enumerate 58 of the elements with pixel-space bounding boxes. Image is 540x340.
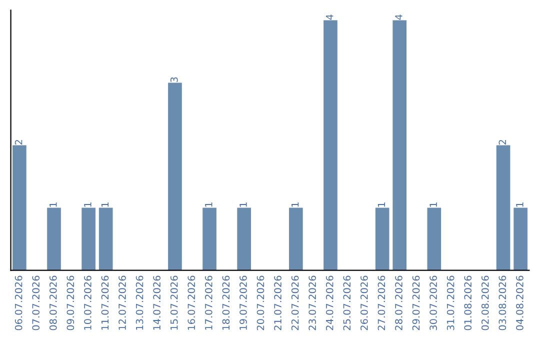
x-tick-label: 07.07.2026 [32, 276, 40, 330]
bar [47, 208, 61, 270]
data-label: 3 [170, 77, 178, 82]
data-label: 4 [395, 14, 402, 20]
x-tick-label: 24.07.2026 [326, 276, 334, 330]
bar [496, 145, 510, 270]
x-tick-label: 21.07.2026 [274, 276, 282, 330]
x-tick-label: 13.07.2026 [136, 276, 144, 330]
x-tick-label: 26.07.2026 [360, 276, 368, 330]
bar [427, 208, 442, 270]
data-label: 1 [292, 202, 299, 207]
x-tick-label: 09.07.2026 [66, 276, 74, 330]
x-tick-label: 31.07.2026 [446, 276, 454, 330]
x-tick-label: 28.07.2026 [395, 276, 402, 330]
x-tick-label: 17.07.2026 [204, 276, 212, 330]
data-label: 1 [240, 202, 247, 207]
x-tick-label: 27.07.2026 [378, 276, 386, 330]
data-label: 4 [326, 14, 334, 20]
x-tick-label: 14.07.2026 [153, 276, 160, 330]
x-tick-label: 03.08.2026 [498, 276, 506, 330]
x-tick-label: 23.07.2026 [308, 276, 316, 330]
x-tick-label: 20.07.2026 [256, 276, 264, 330]
data-label: 2 [14, 140, 22, 145]
bar [324, 20, 338, 270]
data-label: 1 [430, 202, 437, 207]
x-tick-label: 06.07.2026 [14, 276, 22, 330]
x-tick-label: 12.07.2026 [118, 276, 126, 330]
x-tick-label: 16.07.2026 [188, 276, 196, 330]
bar [202, 208, 216, 270]
bar [375, 208, 390, 270]
x-tick-label: 15.07.2026 [170, 276, 178, 330]
data-label: 1 [205, 202, 212, 207]
x-tick-label: 11.07.2026 [101, 276, 109, 330]
x-tick-label: 10.07.2026 [84, 276, 92, 330]
data-label: 1 [84, 202, 92, 207]
x-tick-label: 29.07.2026 [412, 276, 420, 330]
x-tick-label: 08.07.2026 [49, 276, 57, 330]
x-tick-label: 30.07.2026 [430, 276, 437, 330]
data-label: 1 [101, 202, 109, 207]
data-label: 1 [378, 202, 386, 207]
x-tick-label: 22.07.2026 [291, 276, 299, 330]
bar [98, 208, 113, 270]
data-label: 2 [498, 140, 506, 145]
x-tick-label: 01.08.2026 [464, 276, 472, 330]
bar [392, 20, 407, 270]
x-tick-label: 04.08.2026 [516, 276, 524, 330]
bar [237, 208, 251, 270]
bar [82, 208, 96, 270]
bar [12, 145, 26, 270]
x-tick-label: 18.07.2026 [222, 276, 230, 330]
x-tick-label: 25.07.2026 [343, 276, 351, 330]
bar [168, 82, 182, 270]
data-label: 1 [516, 202, 524, 207]
x-tick-label: 02.08.2026 [481, 276, 489, 330]
bar [514, 208, 528, 270]
x-tick-label: 19.07.2026 [240, 276, 247, 330]
bar [289, 208, 303, 270]
data-label: 1 [50, 202, 57, 207]
